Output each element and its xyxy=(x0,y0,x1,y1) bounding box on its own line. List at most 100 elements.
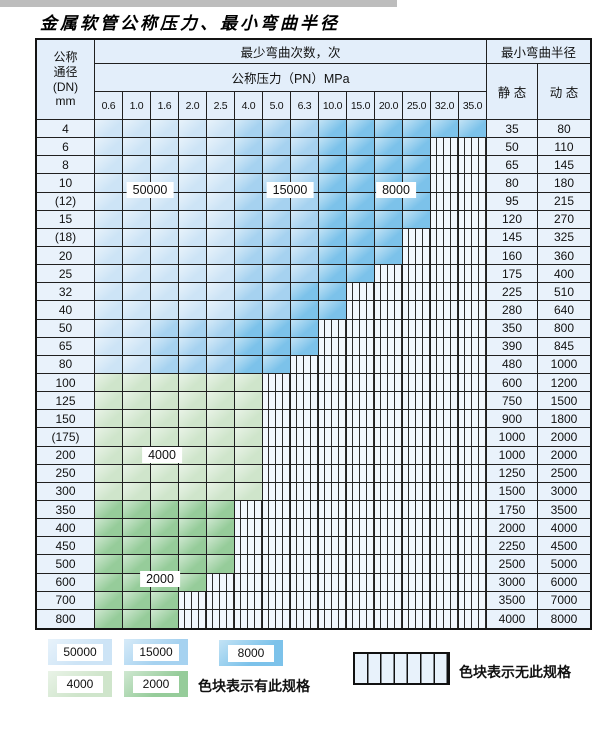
spec-cell-4000 xyxy=(151,373,179,393)
dynamic-radius-cell: 325 xyxy=(538,228,590,247)
dynamic-radius-cell: 3500 xyxy=(538,500,590,520)
no-spec-cell xyxy=(431,246,459,266)
page-title: 金属软管公称压力、最小弯曲半径 xyxy=(40,14,340,34)
dynamic-radius-cell: 8000 xyxy=(538,609,590,628)
no-spec-cell xyxy=(291,355,319,374)
spec-cell-8000 xyxy=(319,138,347,157)
spec-cell-50000 xyxy=(207,174,235,193)
dn-cell: 800 xyxy=(37,609,95,628)
no-spec-cell xyxy=(375,446,403,465)
no-spec-cell xyxy=(319,555,347,574)
no-spec-cell xyxy=(375,301,403,320)
spec-cell-2000 xyxy=(123,519,151,538)
dn-cell: 350 xyxy=(37,500,95,520)
no-spec-cell xyxy=(459,609,487,628)
legend-block-4000: 4000 xyxy=(48,671,112,697)
static-radius-cell: 1000 xyxy=(487,428,538,447)
no-spec-cell xyxy=(347,446,375,465)
legend-label-8000: 8000 xyxy=(228,644,274,662)
no-spec-cell xyxy=(459,500,487,520)
spec-cell-8000 xyxy=(319,283,347,302)
no-spec-cell xyxy=(319,410,347,429)
dn-cell: 500 xyxy=(37,555,95,574)
header-dn-line: 公称 xyxy=(53,50,78,65)
spec-cell-4000 xyxy=(151,392,179,411)
spec-cell-50000 xyxy=(151,210,179,229)
spec-cell-2000 xyxy=(95,519,123,538)
spec-cell-15000 xyxy=(179,337,207,356)
spec-cell-8000 xyxy=(319,210,347,229)
spec-cell-50000 xyxy=(179,246,207,266)
dynamic-radius-cell: 2000 xyxy=(538,446,590,465)
dynamic-radius-cell: 2500 xyxy=(538,464,590,483)
spec-cell-8000 xyxy=(319,301,347,320)
no-spec-cell xyxy=(347,500,375,520)
no-spec-cell xyxy=(403,519,431,538)
spec-cell-15000 xyxy=(291,138,319,157)
spec-cell-4000 xyxy=(151,428,179,447)
spec-cell-50000 xyxy=(95,120,123,139)
spec-cell-15000 xyxy=(263,283,291,302)
spec-cell-2000 xyxy=(95,573,123,592)
static-radius-cell: 2000 xyxy=(487,519,538,538)
no-spec-cell xyxy=(263,464,291,483)
no-spec-cell xyxy=(291,373,319,393)
spec-cell-4000 xyxy=(123,482,151,501)
spec-cell-4000 xyxy=(235,373,263,393)
no-spec-cell xyxy=(263,410,291,429)
no-spec-cell xyxy=(459,174,487,193)
spec-cell-2000 xyxy=(207,537,235,556)
spec-cell-2000 xyxy=(151,591,179,610)
no-spec-cell xyxy=(459,265,487,284)
dn-cell: 20 xyxy=(37,246,95,266)
spec-cell-15000 xyxy=(291,120,319,139)
no-spec-cell xyxy=(459,573,487,592)
spec-cell-50000 xyxy=(95,337,123,356)
no-spec-cell xyxy=(291,428,319,447)
spec-cell-15000 xyxy=(151,337,179,356)
spec-cell-50000 xyxy=(179,265,207,284)
no-spec-cell xyxy=(291,519,319,538)
dn-cell: 25 xyxy=(37,265,95,284)
static-radius-cell: 1000 xyxy=(487,446,538,465)
spec-cell-8000 xyxy=(235,355,263,374)
header-bend-times: 最少弯曲次数，次 xyxy=(95,40,487,64)
no-spec-cell xyxy=(403,428,431,447)
static-radius-cell: 225 xyxy=(487,283,538,302)
spec-cell-50000 xyxy=(95,192,123,211)
no-spec-cell xyxy=(403,265,431,284)
no-spec-cell xyxy=(403,537,431,556)
spec-cell-4000 xyxy=(95,392,123,411)
static-radius-cell: 145 xyxy=(487,228,538,247)
spec-cell-8000 xyxy=(347,265,375,284)
spec-cell-15000 xyxy=(263,228,291,247)
no-spec-cell xyxy=(375,537,403,556)
no-spec-cell xyxy=(263,482,291,501)
no-spec-cell xyxy=(291,482,319,501)
spec-cell-8000 xyxy=(431,120,459,139)
legend-block-2000: 2000 xyxy=(124,671,188,697)
spec-cell-50000 xyxy=(179,174,207,193)
no-spec-cell xyxy=(291,410,319,429)
header-pressure-tick: 15.0 xyxy=(347,92,375,120)
spec-cell-4000 xyxy=(207,373,235,393)
no-spec-cell xyxy=(263,446,291,465)
dynamic-radius-cell: 400 xyxy=(538,265,590,284)
no-spec-cell xyxy=(235,537,263,556)
spec-cell-50000 xyxy=(151,120,179,139)
dn-cell: (12) xyxy=(37,192,95,211)
no-spec-cell xyxy=(375,519,403,538)
cycle-count-label-2000: 2000 xyxy=(140,571,180,587)
spec-cell-2000 xyxy=(95,591,123,610)
no-spec-cell xyxy=(459,591,487,610)
spec-cell-15000 xyxy=(179,355,207,374)
no-spec-cell xyxy=(319,573,347,592)
spec-cell-50000 xyxy=(95,355,123,374)
spec-cell-15000 xyxy=(207,319,235,338)
spec-cell-2000 xyxy=(179,537,207,556)
no-spec-cell xyxy=(347,319,375,338)
spec-cell-50000 xyxy=(123,246,151,266)
legend-label-50000: 50000 xyxy=(57,643,103,661)
no-spec-cell xyxy=(431,410,459,429)
header-pressure: 公称压力（PN）MPa xyxy=(95,64,487,92)
